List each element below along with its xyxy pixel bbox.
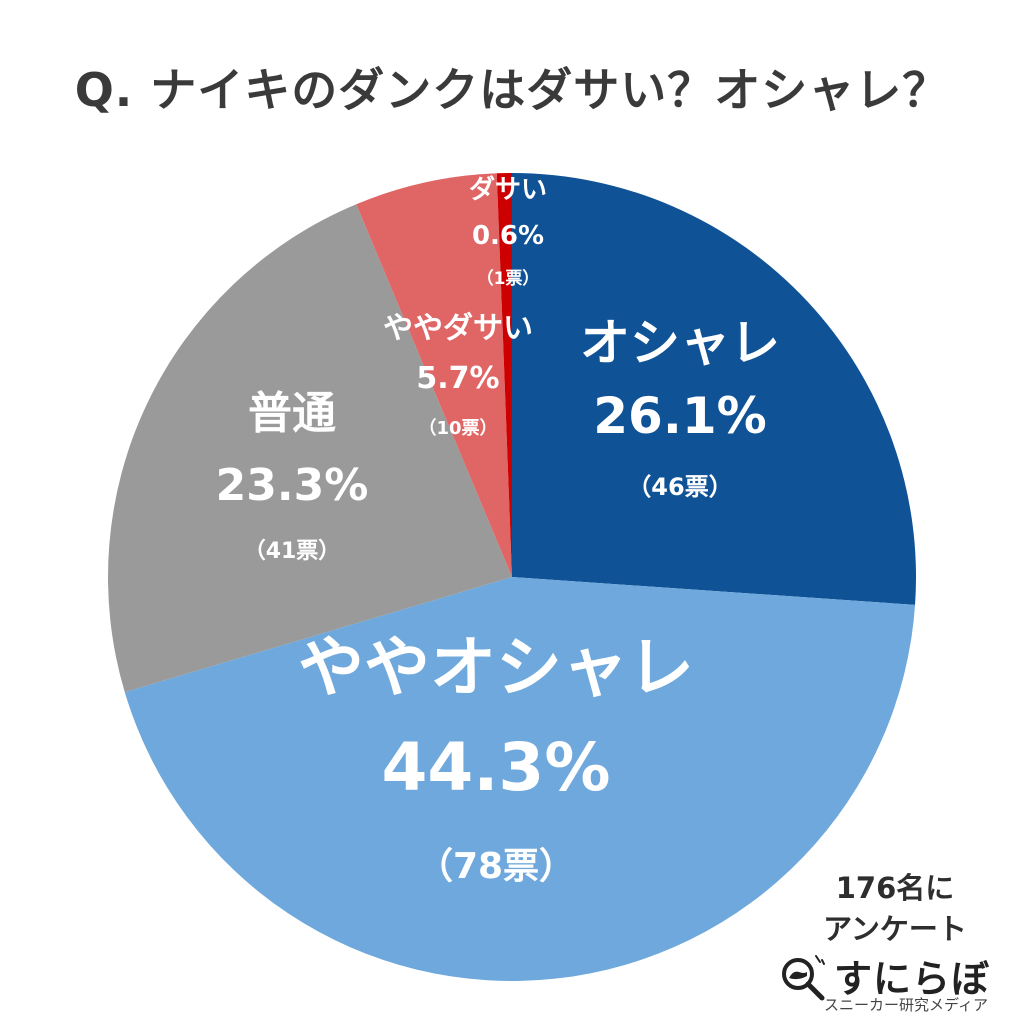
pie-slice: [512, 173, 916, 605]
logo-name: すにらぼ: [834, 957, 991, 1001]
slice-label: 普通: [248, 388, 336, 439]
slice-label: ダサい: [469, 174, 547, 205]
slice-percent-label: 23.3%: [216, 460, 369, 511]
slice-percent-label: 5.7%: [416, 361, 499, 396]
slice-votes-label: （41票）: [244, 539, 341, 564]
slice-label: ややオシャレ: [298, 629, 694, 706]
slice-percent-label: 26.1%: [593, 387, 766, 445]
pie-labels: オシャレ 26.1% （46票） ややオシャレ 44.3% （78票） 普通 23.3% （41…: [216, 174, 780, 887]
slice-percent-label: 44.3%: [382, 729, 611, 806]
slice-label: ややダサい: [383, 311, 533, 346]
survey-note-line2: アンケート: [823, 912, 967, 947]
chart-title: Q. ナイキのダンクはダサい？オシャレ？: [74, 63, 950, 117]
slice-votes-label: （10票）: [418, 418, 497, 439]
slice-votes-label: （46票）: [627, 473, 732, 501]
slice-percent-label: 0.6%: [472, 221, 544, 251]
pie-slice: [108, 204, 512, 693]
pie-slice: [356, 173, 512, 577]
survey-note-line1: 176名に: [835, 871, 955, 905]
pie-slices: [108, 173, 916, 982]
survey-note: 176名に アンケート: [790, 868, 1000, 950]
slice-votes-label: （1票）: [477, 268, 540, 289]
magnifier-sneaker-icon: [782, 955, 825, 1001]
slice-label: オシャレ: [580, 314, 780, 372]
pie-slice: [496, 173, 512, 577]
logo-tagline: スニーカー研究メディア: [824, 996, 988, 1014]
brand-logo: すにらぼ スニーカー研究メディア: [776, 948, 1012, 1014]
pie-slice: [124, 577, 916, 982]
slice-votes-label: （78票）: [417, 846, 575, 887]
